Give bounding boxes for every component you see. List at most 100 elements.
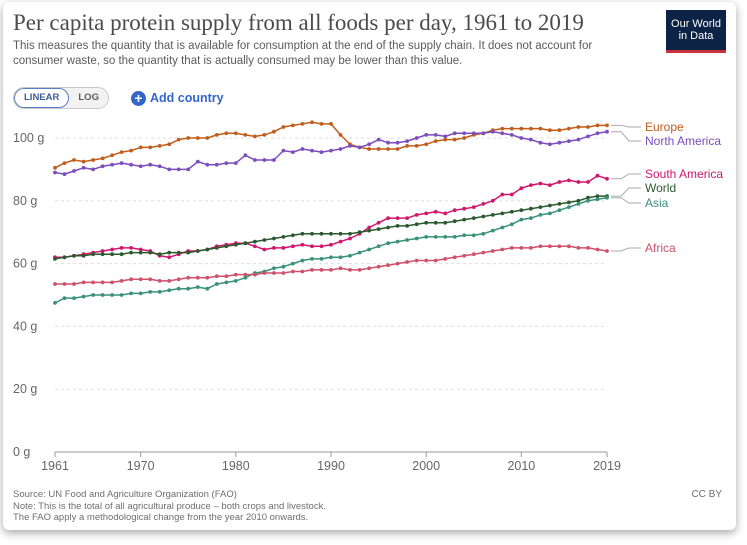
data-point <box>53 282 57 286</box>
x-tick-label: 1970 <box>127 459 155 473</box>
data-point <box>586 246 590 250</box>
add-country-button[interactable]: + Add country <box>130 90 224 106</box>
data-point <box>72 158 76 162</box>
note-text-2: The FAO apply a methodological change fr… <box>13 512 309 523</box>
data-point <box>100 156 105 161</box>
data-point <box>414 144 419 148</box>
data-point <box>538 140 543 145</box>
data-point <box>538 181 543 186</box>
data-point <box>395 140 400 145</box>
data-point <box>567 126 571 131</box>
y-tick-label: 20 g <box>13 382 37 396</box>
data-point <box>567 139 571 144</box>
data-point <box>548 211 552 216</box>
data-point <box>452 235 457 239</box>
data-point <box>605 176 609 181</box>
data-point <box>500 247 505 252</box>
data-point <box>376 220 381 225</box>
data-point <box>338 239 343 244</box>
data-point <box>348 253 352 258</box>
data-point <box>586 134 590 139</box>
data-point <box>195 249 200 253</box>
data-point <box>367 147 371 151</box>
data-point <box>548 244 552 249</box>
data-point <box>100 280 105 285</box>
data-point <box>138 247 143 252</box>
data-point <box>357 230 362 235</box>
data-point <box>291 261 295 266</box>
data-point <box>176 286 181 291</box>
data-point <box>62 161 67 166</box>
data-point <box>386 263 390 268</box>
data-point <box>452 131 457 136</box>
data-point <box>310 268 314 272</box>
data-point <box>576 180 581 184</box>
data-point <box>62 255 67 260</box>
data-point <box>338 231 343 236</box>
data-point <box>395 147 400 151</box>
data-point <box>186 136 191 140</box>
data-point <box>414 236 419 241</box>
data-point <box>110 247 114 252</box>
data-point <box>119 293 124 297</box>
legend-connector <box>611 173 641 180</box>
data-point <box>557 140 562 145</box>
data-point <box>262 271 267 275</box>
logo-line-2: in Data <box>678 30 714 42</box>
data-point <box>167 288 172 293</box>
data-point <box>167 167 172 172</box>
data-point <box>348 144 352 148</box>
data-point <box>481 202 486 206</box>
data-point <box>148 277 153 282</box>
y-tick-label: 60 g <box>13 257 37 271</box>
data-point <box>205 136 210 140</box>
data-point <box>300 242 305 247</box>
data-point <box>319 268 324 272</box>
data-point <box>529 246 533 250</box>
data-point <box>367 228 371 233</box>
data-point <box>433 133 438 137</box>
data-point <box>81 159 86 164</box>
data-point <box>443 134 448 139</box>
plus-circle-icon: + <box>130 90 146 106</box>
data-point <box>586 198 590 203</box>
data-point <box>357 250 362 255</box>
x-tick-label: 2010 <box>507 459 535 473</box>
owid-logo[interactable]: Our World in Data <box>666 10 726 53</box>
data-point <box>424 142 429 147</box>
data-point <box>538 244 543 249</box>
data-point <box>300 269 305 274</box>
data-point <box>224 131 229 136</box>
data-point <box>329 255 333 260</box>
data-point <box>405 144 409 148</box>
log-scale-button[interactable]: LOG <box>78 92 99 103</box>
data-point <box>452 137 457 142</box>
data-point <box>119 150 124 155</box>
data-point <box>567 200 571 205</box>
data-point <box>548 128 552 133</box>
data-point <box>471 131 476 136</box>
data-point <box>386 147 390 151</box>
y-tick-label: 100 g <box>13 131 44 145</box>
data-point <box>167 142 172 147</box>
data-point <box>310 120 314 125</box>
data-point <box>129 246 133 250</box>
chart-card: Per capita protein supply from all foods… <box>3 2 736 530</box>
linear-scale-button[interactable]: LINEAR <box>14 88 70 108</box>
data-point <box>509 192 514 197</box>
data-point <box>110 153 114 158</box>
data-point <box>443 235 448 239</box>
data-point <box>471 252 476 257</box>
data-point <box>281 125 286 129</box>
data-point <box>81 294 86 299</box>
data-point <box>443 257 448 261</box>
data-point <box>310 257 314 261</box>
logo-line-1: Our World <box>671 18 721 30</box>
data-point <box>500 211 505 216</box>
data-point <box>100 252 105 257</box>
data-point <box>119 161 124 166</box>
license-link[interactable]: CC BY <box>691 489 722 500</box>
data-point <box>176 277 181 282</box>
data-point <box>452 255 457 260</box>
data-point <box>348 236 352 241</box>
